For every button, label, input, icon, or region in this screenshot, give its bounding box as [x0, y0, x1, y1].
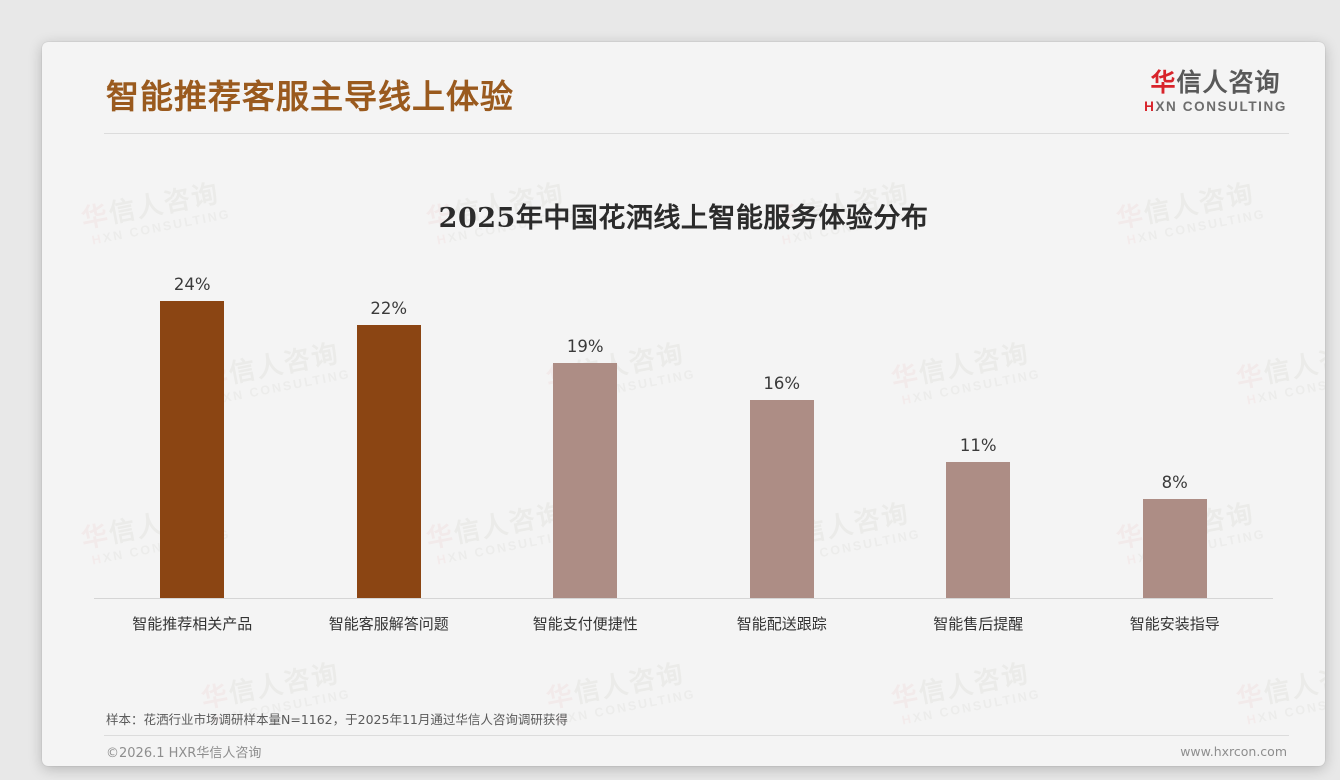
bar	[749, 399, 814, 598]
header-divider	[104, 133, 1289, 134]
slide-header: 智能推荐客服主导线上体验 华信人咨询 HXN CONSULTING	[42, 42, 1325, 133]
brand-logo-cn-highlight: 华	[1150, 68, 1177, 97]
chart-title: 2025年中国花洒线上智能服务体验分布	[438, 203, 929, 234]
bar-slot: 11%	[880, 252, 1077, 598]
brand-logo-en-highlight: H	[1144, 99, 1156, 115]
source-footnote: 样本：花洒行业市场调研样本量N=1162，于2025年11月通过华信人咨询调研获…	[106, 712, 568, 727]
watermark-en: HXN CONSULTING	[555, 686, 697, 728]
x-axis-tick-labels: 智能推荐相关产品 智能客服解答问题 智能支付便捷性 智能配送跟踪 智能售后提醒 智能安装指…	[94, 613, 1273, 634]
bar-value-label: 22%	[370, 299, 408, 319]
x-axis-tick-label: 智能售后提醒	[933, 615, 1024, 633]
brand-logo-en: HXN CONSULTING	[1144, 99, 1287, 114]
bar-value-label: 16%	[763, 373, 801, 393]
bar	[160, 300, 225, 598]
bar	[356, 325, 421, 598]
watermark-en: HXN CONSULTING	[1245, 686, 1325, 728]
brand-logo-cn: 华信人咨询	[1144, 68, 1287, 97]
bar-series: 24% 22% 19% 16% 11% 8%	[94, 252, 1273, 598]
slide-footer: ©2026.1 HXR华信人咨询 www.hxrcon.com	[106, 742, 1287, 761]
page-title: 智能推荐客服主导线上体验	[106, 77, 514, 116]
x-axis-tick-label: 智能客服解答问题	[328, 615, 449, 633]
chart-area: 2025年中国花洒线上智能服务体验分布 24% 22% 19% 16% 11% 8% 智能…	[42, 142, 1325, 674]
copyright-text: ©2026.1 HXR华信人咨询	[106, 746, 262, 761]
x-axis-tick-label: 智能安装指导	[1129, 615, 1220, 633]
bar-slot: 8%	[1077, 252, 1274, 598]
footer-divider	[104, 735, 1289, 736]
brand-logo-cn-rest: 信人咨询	[1176, 68, 1281, 97]
bar	[553, 362, 618, 598]
brand-logo: 华信人咨询 HXN CONSULTING	[1144, 68, 1287, 114]
website-text: www.hxrcon.com	[1180, 744, 1287, 759]
x-axis-line	[94, 598, 1273, 599]
bar-value-label: 8%	[1161, 472, 1188, 492]
bar-chart-plot: 24% 22% 19% 16% 11% 8%	[94, 252, 1273, 599]
x-axis-tick-label: 智能支付便捷性	[532, 615, 638, 633]
x-axis-tick-label: 智能配送跟踪	[736, 615, 827, 633]
bar-value-label: 19%	[566, 336, 604, 356]
bar-value-label: 11%	[959, 435, 997, 455]
bar-slot: 24%	[94, 252, 291, 598]
bar	[1142, 498, 1207, 598]
bar-slot: 19%	[487, 252, 684, 598]
x-axis-tick-label: 智能推荐相关产品	[132, 615, 253, 633]
slide-card: 华信人咨询 HXN CONSULTING 华信人咨询 HXN CONSULTING 华信…	[42, 42, 1325, 766]
brand-logo-en-rest: XN CONSULTING	[1155, 99, 1287, 115]
bar-slot: 16%	[684, 252, 881, 598]
bar	[946, 461, 1011, 598]
bar-value-label: 24%	[173, 274, 211, 294]
watermark-en: HXN CONSULTING	[900, 686, 1042, 728]
bar-slot: 22%	[291, 252, 488, 598]
